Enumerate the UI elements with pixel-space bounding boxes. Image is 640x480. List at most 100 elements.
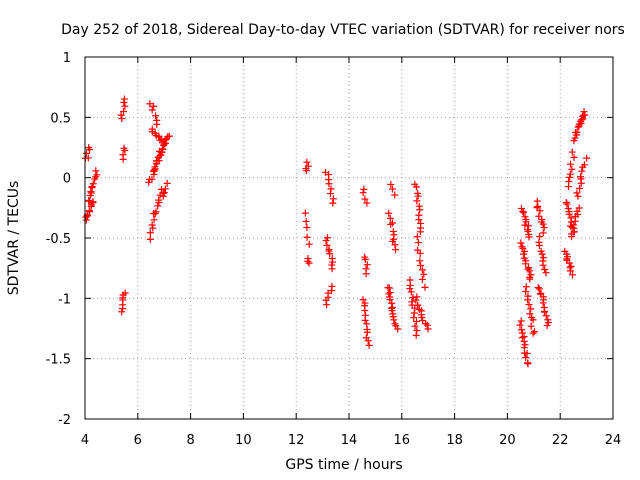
data-point — [538, 250, 546, 258]
data-point — [413, 293, 421, 301]
data-point — [148, 106, 156, 114]
data-point — [84, 154, 92, 162]
grid-layer — [85, 57, 613, 419]
data-point — [580, 108, 588, 116]
data-point — [544, 318, 552, 326]
data-point — [521, 341, 529, 349]
x-tick-label: 4 — [81, 433, 89, 448]
data-point — [517, 204, 525, 212]
data-point — [85, 197, 93, 205]
data-point — [305, 259, 313, 267]
x-tick-label: 16 — [394, 433, 411, 448]
data-point — [325, 180, 333, 188]
data-point — [539, 229, 547, 237]
data-point — [414, 239, 422, 247]
data-point — [361, 195, 369, 203]
data-point — [328, 265, 336, 273]
data-point — [85, 197, 93, 205]
data-point — [121, 289, 129, 297]
data-point — [421, 283, 429, 291]
data-point — [420, 270, 428, 278]
data-point — [163, 179, 171, 187]
data-point — [146, 100, 154, 108]
data-point — [407, 288, 415, 296]
data-point — [575, 204, 583, 212]
data-point — [573, 128, 581, 136]
data-point — [419, 316, 427, 324]
data-point — [152, 157, 160, 165]
y-tick-label: 0 — [63, 172, 71, 187]
data-point — [568, 148, 576, 156]
data-point — [564, 205, 572, 213]
data-point — [148, 221, 156, 229]
data-point — [523, 349, 531, 357]
data-point — [539, 220, 547, 228]
data-point — [422, 320, 430, 328]
data-point — [387, 180, 395, 188]
data-point — [524, 227, 532, 235]
data-point — [149, 224, 157, 232]
data-point — [89, 180, 97, 188]
x-tick-label: 12 — [288, 433, 305, 448]
data-point — [359, 189, 367, 197]
data-point — [574, 211, 582, 219]
chart-title: Day 252 of 2018, Sidereal Day-to-day VTE… — [61, 22, 625, 38]
data-point — [416, 228, 424, 236]
data-point — [161, 185, 169, 193]
data-point — [527, 305, 535, 313]
data-point — [303, 158, 311, 166]
data-point — [522, 283, 530, 291]
data-point — [388, 307, 396, 315]
data-point — [159, 145, 167, 153]
data-point — [536, 207, 544, 215]
data-point — [578, 167, 586, 175]
data-point — [152, 112, 160, 120]
data-point — [534, 284, 542, 292]
data-point — [389, 227, 397, 235]
data-point — [416, 249, 424, 257]
data-point — [301, 209, 309, 217]
data-point — [146, 229, 154, 237]
data-point — [303, 224, 311, 232]
data-point — [565, 210, 573, 218]
data-point — [573, 189, 581, 197]
data-point — [541, 265, 549, 273]
data-point — [418, 314, 426, 322]
data-point — [533, 204, 541, 212]
x-tick-label: 6 — [134, 433, 142, 448]
data-point — [162, 139, 170, 147]
x-tick-label: 20 — [499, 433, 516, 448]
data-point — [520, 209, 528, 217]
data-point — [566, 267, 574, 275]
data-point — [563, 200, 571, 208]
data-point — [519, 250, 527, 258]
data-point — [534, 202, 542, 210]
data-point — [323, 241, 331, 249]
data-point — [365, 341, 373, 349]
data-point — [565, 259, 573, 267]
data-point — [539, 261, 547, 269]
data-point — [580, 161, 588, 169]
data-point — [303, 233, 311, 241]
data-point — [516, 321, 524, 329]
data-point — [385, 284, 393, 292]
data-point — [363, 261, 371, 269]
data-point — [391, 191, 399, 199]
data-point — [569, 271, 577, 279]
data-point — [581, 111, 589, 119]
data-point — [329, 258, 337, 266]
data-point — [522, 260, 530, 268]
data-point — [322, 236, 330, 244]
y-tick-label: -0.5 — [46, 232, 71, 247]
data-point — [577, 116, 585, 124]
data-point — [539, 299, 547, 307]
data-point — [412, 331, 420, 339]
data-point — [570, 221, 578, 229]
y-tick-label: -1.5 — [46, 353, 71, 368]
data-point — [85, 207, 93, 215]
x-tick-label: 10 — [235, 433, 252, 448]
data-point — [412, 296, 420, 304]
data-point — [154, 202, 162, 210]
data-point — [118, 115, 126, 123]
